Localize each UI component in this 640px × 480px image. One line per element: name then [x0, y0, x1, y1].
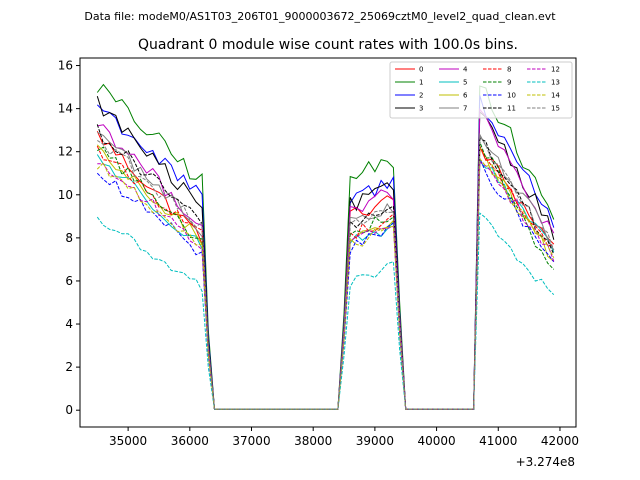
- legend-label-14: 14: [551, 92, 560, 100]
- x-tick-label: 36000: [171, 434, 209, 448]
- y-tick-label: 10: [58, 188, 73, 202]
- legend-label-1: 1: [419, 79, 423, 87]
- series-line-6: [96, 144, 555, 410]
- y-tick-label: 4: [65, 317, 73, 331]
- series-line-7: [97, 131, 555, 410]
- legend-label-9: 9: [507, 79, 511, 87]
- series-line-13: [96, 212, 555, 410]
- y-axis: 0 2 4 6 8 10 12 14 16: [58, 59, 80, 417]
- plot-lines: [96, 83, 555, 410]
- x-offset-label: +3.274e8: [516, 455, 575, 469]
- x-tick-label: 42000: [541, 434, 579, 448]
- series-line-4: [97, 108, 555, 410]
- y-tick-label: 14: [58, 102, 73, 116]
- legend-box: [389, 61, 573, 119]
- y-tick-label: 6: [65, 274, 73, 288]
- series-line-9: [97, 141, 555, 410]
- legend-label-13: 13: [551, 79, 560, 87]
- y-tick-label: 16: [58, 59, 73, 73]
- series-line-8: [96, 145, 554, 410]
- x-tick-label: 35000: [109, 434, 147, 448]
- x-tick-label: 41000: [479, 434, 517, 448]
- x-axis: 35000 36000 37000 38000 39000 40000 41000 42000: [109, 427, 579, 448]
- legend-label-15: 15: [551, 105, 560, 113]
- legend-label-5: 5: [463, 79, 467, 87]
- x-tick-label: 38000: [294, 434, 332, 448]
- data-file-header: Data file: modeM0/AS1T03_206T01_90000036…: [84, 10, 556, 23]
- series-line-1: [96, 83, 555, 410]
- legend-label-11: 11: [507, 105, 516, 113]
- legend-label-0: 0: [419, 66, 423, 74]
- series-line-0: [96, 130, 555, 410]
- legend-label-8: 8: [507, 66, 511, 74]
- legend-label-2: 2: [419, 92, 423, 100]
- y-tick-label: 2: [65, 360, 73, 374]
- series-line-15: [97, 134, 555, 410]
- series-line-5: [96, 154, 555, 410]
- y-tick-label: 0: [65, 403, 73, 417]
- x-tick-label: 40000: [417, 434, 455, 448]
- legend-label-4: 4: [463, 66, 468, 74]
- x-tick-label: 39000: [356, 434, 394, 448]
- plot-frame: [79, 57, 577, 428]
- legend-label-7: 7: [463, 105, 467, 113]
- series-line-14: [96, 157, 555, 410]
- legend-label-6: 6: [463, 92, 468, 100]
- legend-label-3: 3: [419, 105, 423, 113]
- y-tick-label: 12: [58, 145, 73, 159]
- y-tick-label: 8: [65, 231, 73, 245]
- legend-label-12: 12: [551, 66, 560, 74]
- chart-title: Quadrant 0 module wise count rates with …: [138, 37, 518, 53]
- legend-label-10: 10: [507, 92, 516, 100]
- x-tick-label: 37000: [232, 434, 270, 448]
